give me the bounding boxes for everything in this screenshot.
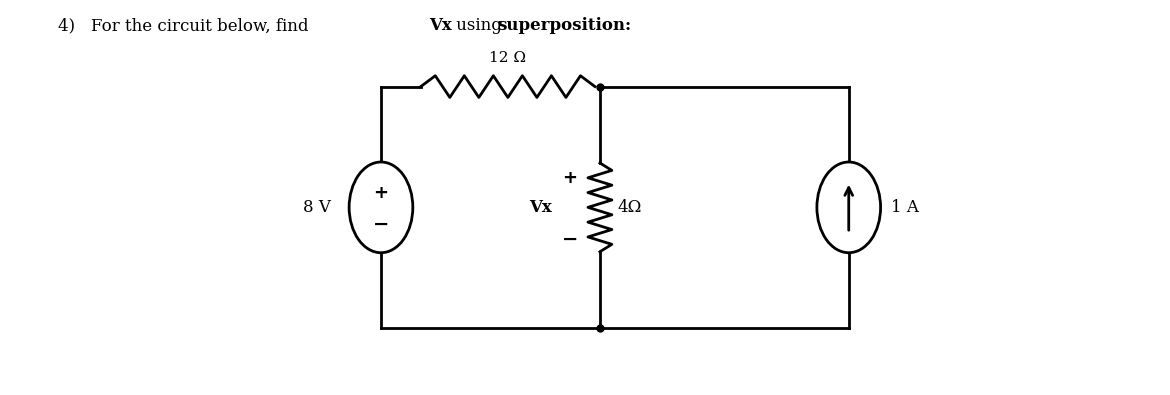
Text: 12 Ω: 12 Ω: [489, 51, 526, 65]
Text: −: −: [373, 214, 390, 233]
Ellipse shape: [817, 162, 881, 253]
Text: 4)   For the circuit below, find: 4) For the circuit below, find: [57, 17, 314, 34]
Text: 1 A: 1 A: [890, 199, 918, 216]
Text: superposition:: superposition:: [497, 17, 632, 34]
Text: Vx: Vx: [529, 199, 552, 216]
Text: +: +: [373, 184, 388, 201]
Text: +: +: [563, 169, 578, 187]
Text: 8 V: 8 V: [303, 199, 331, 216]
Text: using: using: [450, 17, 507, 34]
Text: 4Ω: 4Ω: [618, 199, 642, 216]
Ellipse shape: [349, 162, 413, 253]
Text: −: −: [562, 229, 578, 248]
Text: Vx: Vx: [428, 17, 452, 34]
